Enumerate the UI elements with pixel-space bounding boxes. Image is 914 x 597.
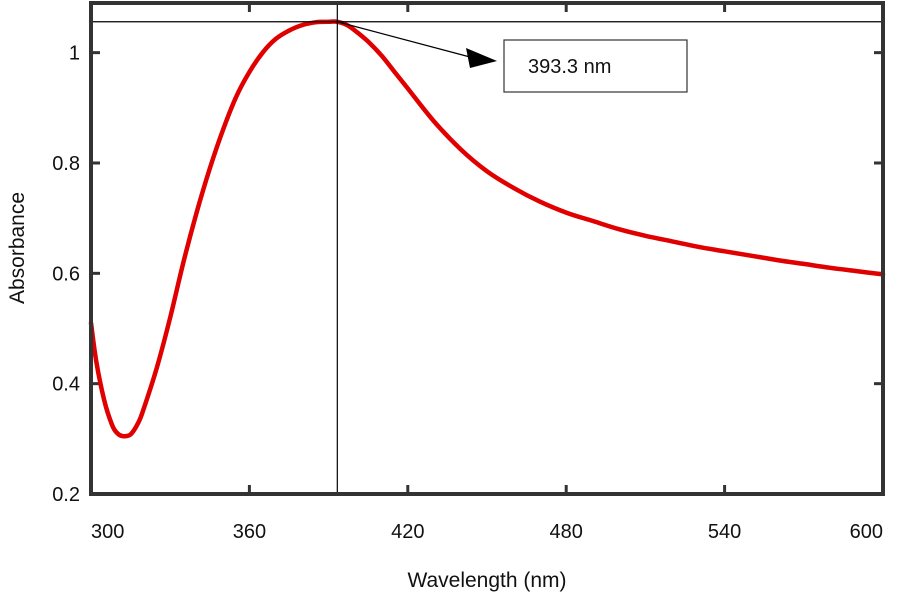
annotation-box <box>503 39 688 93</box>
y-tick-label: 0.6 <box>52 263 80 285</box>
y-tick-label: 1 <box>69 43 80 65</box>
x-axis-title: Wavelength (nm) <box>407 569 566 592</box>
x-tick-label: 300 <box>91 521 124 543</box>
x-tick-label: 600 <box>850 521 883 543</box>
x-tick-label: 540 <box>708 521 741 543</box>
annotation-arrow-line <box>337 21 471 58</box>
annotation-label: 393.3 nm <box>528 56 611 78</box>
series-layer <box>88 19 886 439</box>
absorbance-series-line <box>88 19 886 439</box>
plot-frame <box>89 1 885 496</box>
y-axis-title: Absorbance <box>6 192 29 304</box>
x-tick-label: 480 <box>550 521 583 543</box>
y-tick-label: 0.2 <box>52 484 80 506</box>
ticks-layer <box>89 3 885 496</box>
tick-label-layer: 300 360 420 480 540 600 0.2 0.4 0.6 0.8 1 <box>52 43 883 543</box>
y-tick-label: 0.8 <box>52 153 80 175</box>
crosshair-layer <box>91 3 883 494</box>
annotation-arrowhead-icon <box>466 48 497 68</box>
x-tick-label: 420 <box>391 521 424 543</box>
y-tick-label: 0.4 <box>52 374 80 396</box>
peak-annotation: 393.3 nm <box>337 21 688 93</box>
x-tick-label: 360 <box>233 521 266 543</box>
